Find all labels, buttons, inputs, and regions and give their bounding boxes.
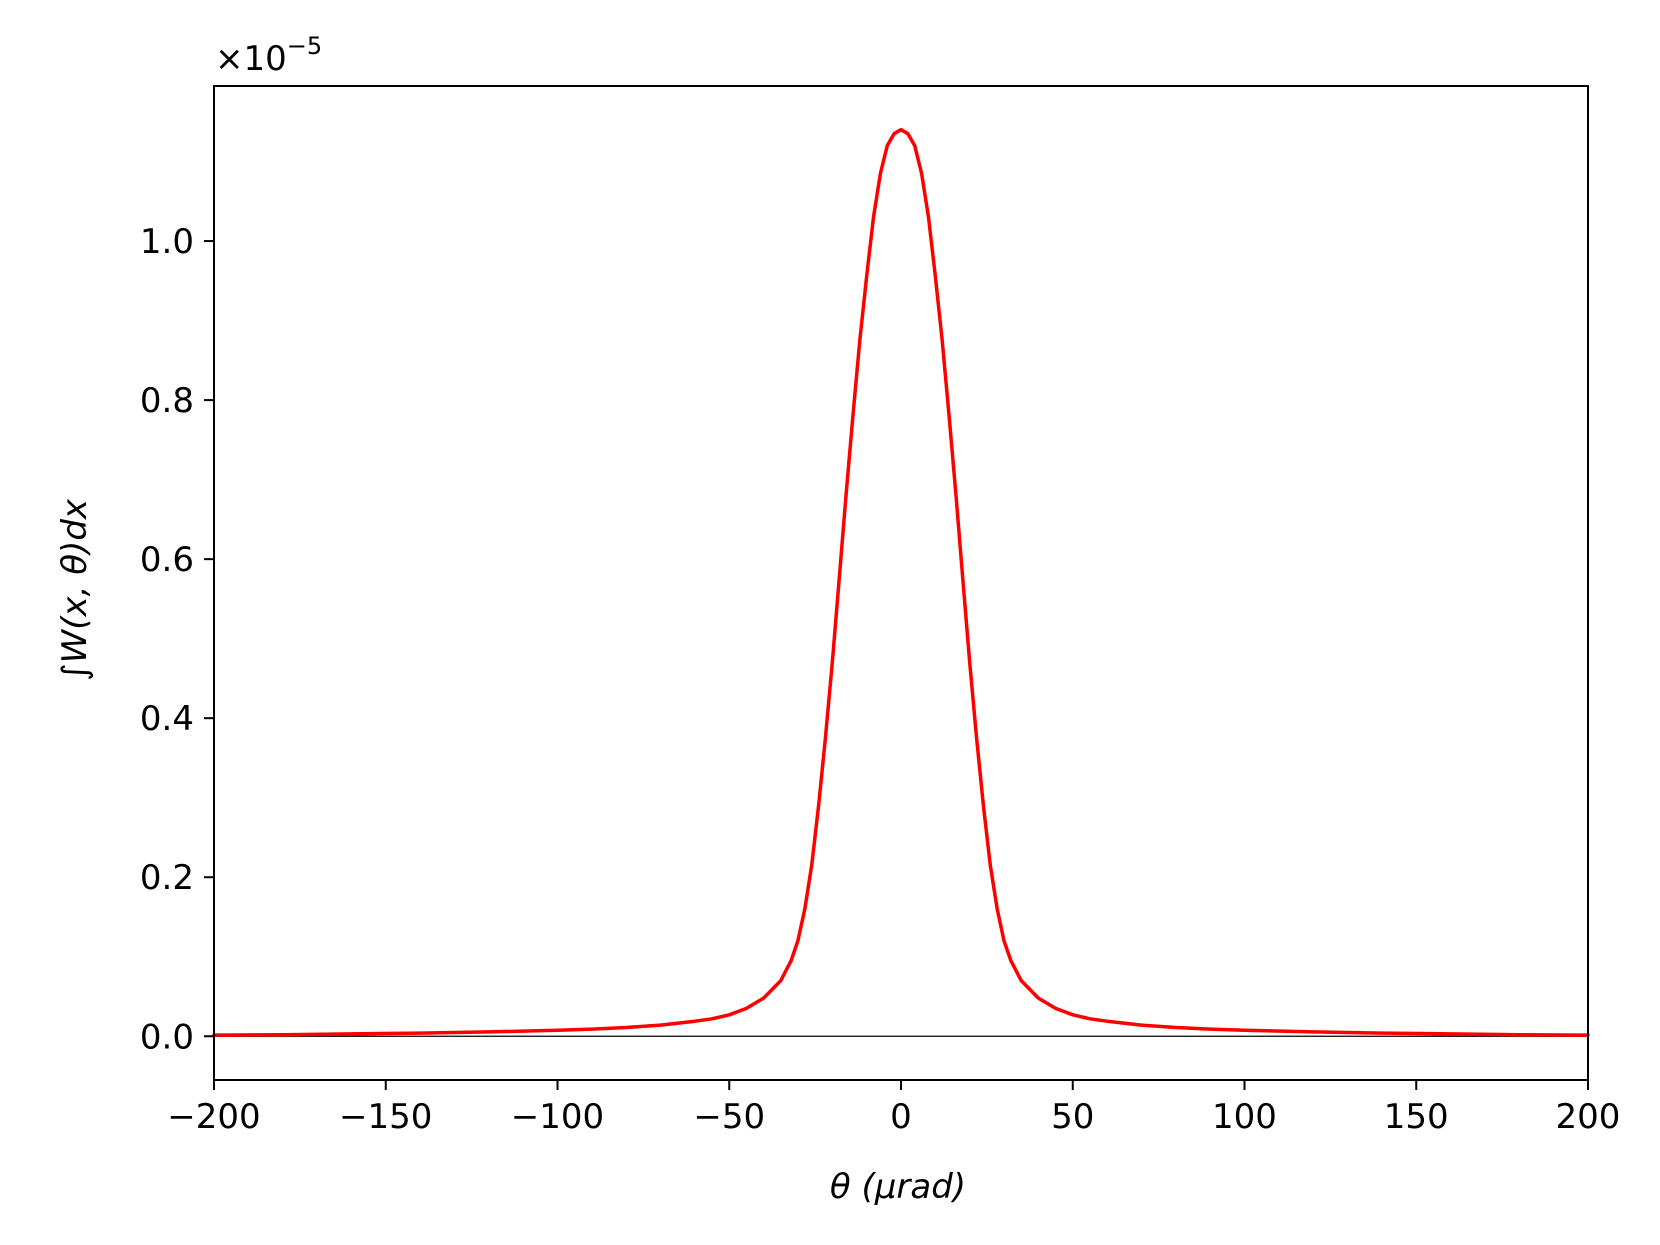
y-tick-label: 0.2 bbox=[140, 858, 194, 898]
y-tick-label: 0.8 bbox=[140, 381, 194, 421]
y-tick-label: 0.6 bbox=[140, 540, 194, 580]
offset-base: ×10 bbox=[215, 39, 287, 79]
x-axis-label: θ (μrad) bbox=[830, 1167, 966, 1207]
x-tick-label: 0 bbox=[890, 1097, 912, 1137]
x-axis: −200 −150 −100 −50 0 50 100 150 200 bbox=[167, 1080, 1620, 1137]
x-tick-label: −100 bbox=[511, 1097, 604, 1137]
y-tick-label: 1.0 bbox=[140, 222, 194, 262]
x-tick-label: 100 bbox=[1212, 1097, 1277, 1137]
x-tick-label: 200 bbox=[1556, 1097, 1621, 1137]
series-line bbox=[212, 127, 1590, 1037]
x-tick-label: 150 bbox=[1384, 1097, 1449, 1137]
x-tick-label: 50 bbox=[1051, 1097, 1094, 1137]
y-axis: 0.0 0.2 0.4 0.6 0.8 1.0 bbox=[140, 222, 214, 1057]
x-tick-label: −150 bbox=[339, 1097, 432, 1137]
y-axis-offset-text: ×10−5 bbox=[215, 32, 322, 79]
y-axis-label: ∫W(x, θ)dx bbox=[55, 498, 95, 681]
x-tick-label: −50 bbox=[693, 1097, 765, 1137]
x-tick-label: −200 bbox=[167, 1097, 260, 1137]
y-tick-label: 0.4 bbox=[140, 699, 194, 739]
offset-exponent: −5 bbox=[287, 32, 322, 60]
y-tick-label: 0.0 bbox=[140, 1017, 194, 1057]
